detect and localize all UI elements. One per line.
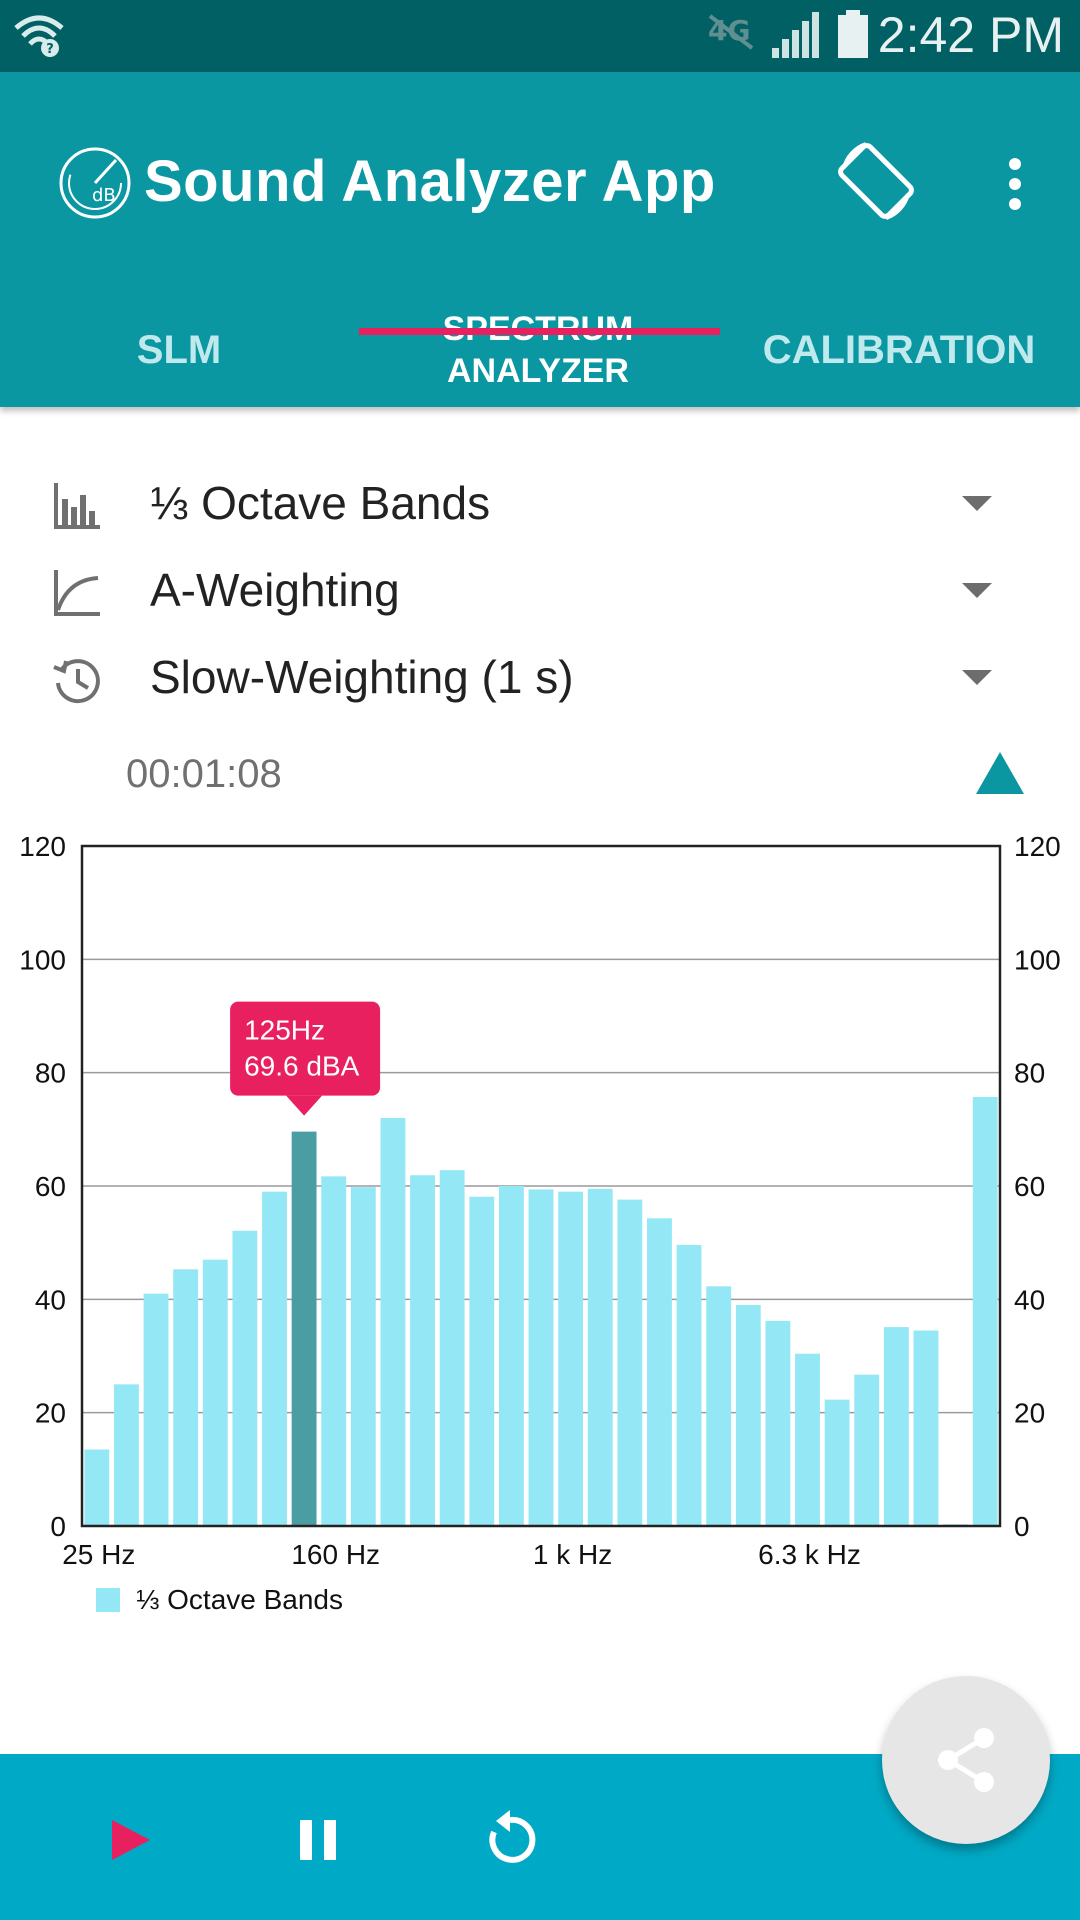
bar xyxy=(617,1199,643,1526)
y-tick-label-right: 120 xyxy=(1014,831,1061,862)
chevron-down-icon[interactable] xyxy=(962,670,992,685)
spectrum-chart[interactable]: 0 0 20 20 40 40 60 60 80 80 100 100 120 120 25 Hz 160 H… xyxy=(0,820,1080,1580)
bar-chart-icon xyxy=(54,483,100,529)
db-meter-icon: dB xyxy=(59,147,131,219)
bar xyxy=(498,1186,524,1526)
tab-calibration[interactable]: CALIBRATION xyxy=(762,327,1036,372)
weighting-selector[interactable]: A-Weighting xyxy=(0,553,1080,633)
bands-selector[interactable]: ⅓ Octave Bands xyxy=(0,466,1080,546)
status-time: 2:42 PM xyxy=(877,7,1064,63)
bands-label: ⅓ Octave Bands xyxy=(150,477,491,529)
bar xyxy=(913,1330,939,1526)
bar xyxy=(706,1286,732,1526)
y-tick-label-left: 120 xyxy=(19,831,66,862)
bar xyxy=(202,1259,228,1526)
y-tick-label-left: 60 xyxy=(35,1171,66,1202)
play-icon[interactable] xyxy=(100,1810,160,1870)
chevron-down-icon[interactable] xyxy=(962,583,992,598)
data-off-icon: 4G xyxy=(708,14,754,50)
bar xyxy=(735,1305,761,1526)
bar xyxy=(795,1353,820,1526)
svg-text:?: ? xyxy=(46,42,54,57)
active-tab-indicator xyxy=(359,328,720,335)
bar xyxy=(262,1191,287,1526)
status-bar: ? 4G 2:42 PM xyxy=(0,0,1080,72)
bar xyxy=(410,1175,435,1526)
bar xyxy=(439,1170,465,1526)
bar xyxy=(528,1189,554,1526)
bar xyxy=(854,1374,880,1526)
bar xyxy=(587,1188,613,1526)
chevron-down-icon[interactable] xyxy=(962,496,992,511)
tab-slm[interactable]: SLM xyxy=(136,327,222,372)
legend-label: ⅓ Octave Bands xyxy=(136,1584,344,1615)
y-tick-label-right: 100 xyxy=(1014,944,1061,975)
bar xyxy=(824,1399,850,1526)
y-tick-label-right: 40 xyxy=(1014,1284,1045,1315)
signal-icon xyxy=(772,12,819,58)
bar xyxy=(558,1191,584,1526)
svg-text:dB: dB xyxy=(92,185,116,206)
collapse-triangle-icon[interactable] xyxy=(976,752,1024,794)
bar xyxy=(321,1176,347,1526)
bar xyxy=(469,1196,495,1526)
y-tick-label-right: 0 xyxy=(1014,1511,1030,1542)
y-tick-label-left: 0 xyxy=(50,1511,66,1542)
pause-icon[interactable] xyxy=(288,1810,348,1870)
y-tick-label-right: 20 xyxy=(1014,1398,1045,1429)
weighting-curve-icon xyxy=(54,570,100,616)
bar-selected xyxy=(291,1131,317,1526)
x-tick-label: 6.3 k Hz xyxy=(758,1539,861,1570)
tab-spectrum-analyzer[interactable]: SPECTRUM ANALYZER xyxy=(443,310,634,390)
replay-icon[interactable] xyxy=(480,1810,540,1870)
time-weighting-label: Slow-Weighting (1 s) xyxy=(150,651,574,703)
bar xyxy=(173,1269,199,1526)
tooltip-level: 69.6 dBA xyxy=(244,1051,360,1082)
bar xyxy=(647,1218,672,1526)
time-weighting-selector[interactable]: Slow-Weighting (1 s) xyxy=(0,640,1080,720)
share-button[interactable] xyxy=(882,1676,1050,1844)
more-vert-icon[interactable] xyxy=(990,154,1040,214)
y-tick-label-left: 100 xyxy=(19,944,66,975)
elapsed-timer: 00:01:08 xyxy=(126,752,282,796)
app-bar: dB Sound Analyzer App SLM SPECTRUM ANALY… xyxy=(0,72,1080,407)
bar xyxy=(143,1293,169,1526)
weighting-label: A-Weighting xyxy=(150,564,400,616)
y-tick-label-right: 80 xyxy=(1014,1058,1045,1089)
x-tick-label: 160 Hz xyxy=(291,1539,380,1570)
y-tick-label-left: 40 xyxy=(35,1284,66,1315)
x-tick-label: 1 k Hz xyxy=(533,1539,612,1570)
app-title: Sound Analyzer App xyxy=(144,149,716,214)
bar xyxy=(380,1118,406,1526)
tooltip-pointer xyxy=(286,1095,323,1116)
y-tick-label-left: 80 xyxy=(35,1058,66,1089)
screen-rotation-icon[interactable] xyxy=(836,138,916,224)
x-tick-label: 25 Hz xyxy=(62,1539,135,1570)
bar xyxy=(972,1097,998,1526)
bar xyxy=(676,1244,702,1526)
battery-icon xyxy=(838,10,868,58)
y-tick-label-right: 60 xyxy=(1014,1171,1045,1202)
tooltip-frequency: 125Hz xyxy=(244,1015,325,1046)
y-tick-label-left: 20 xyxy=(35,1398,66,1429)
bar xyxy=(883,1327,909,1526)
bar xyxy=(84,1449,110,1526)
share-icon xyxy=(938,1728,994,1792)
legend-swatch xyxy=(96,1588,120,1612)
bar xyxy=(113,1384,139,1526)
bar xyxy=(350,1187,376,1526)
plot-frame xyxy=(80,844,1002,1528)
bar xyxy=(232,1230,258,1526)
tooltip-box xyxy=(230,1001,381,1096)
wifi-question-icon: ? xyxy=(14,15,64,57)
timer-history-icon xyxy=(53,659,100,704)
bar xyxy=(765,1320,791,1526)
